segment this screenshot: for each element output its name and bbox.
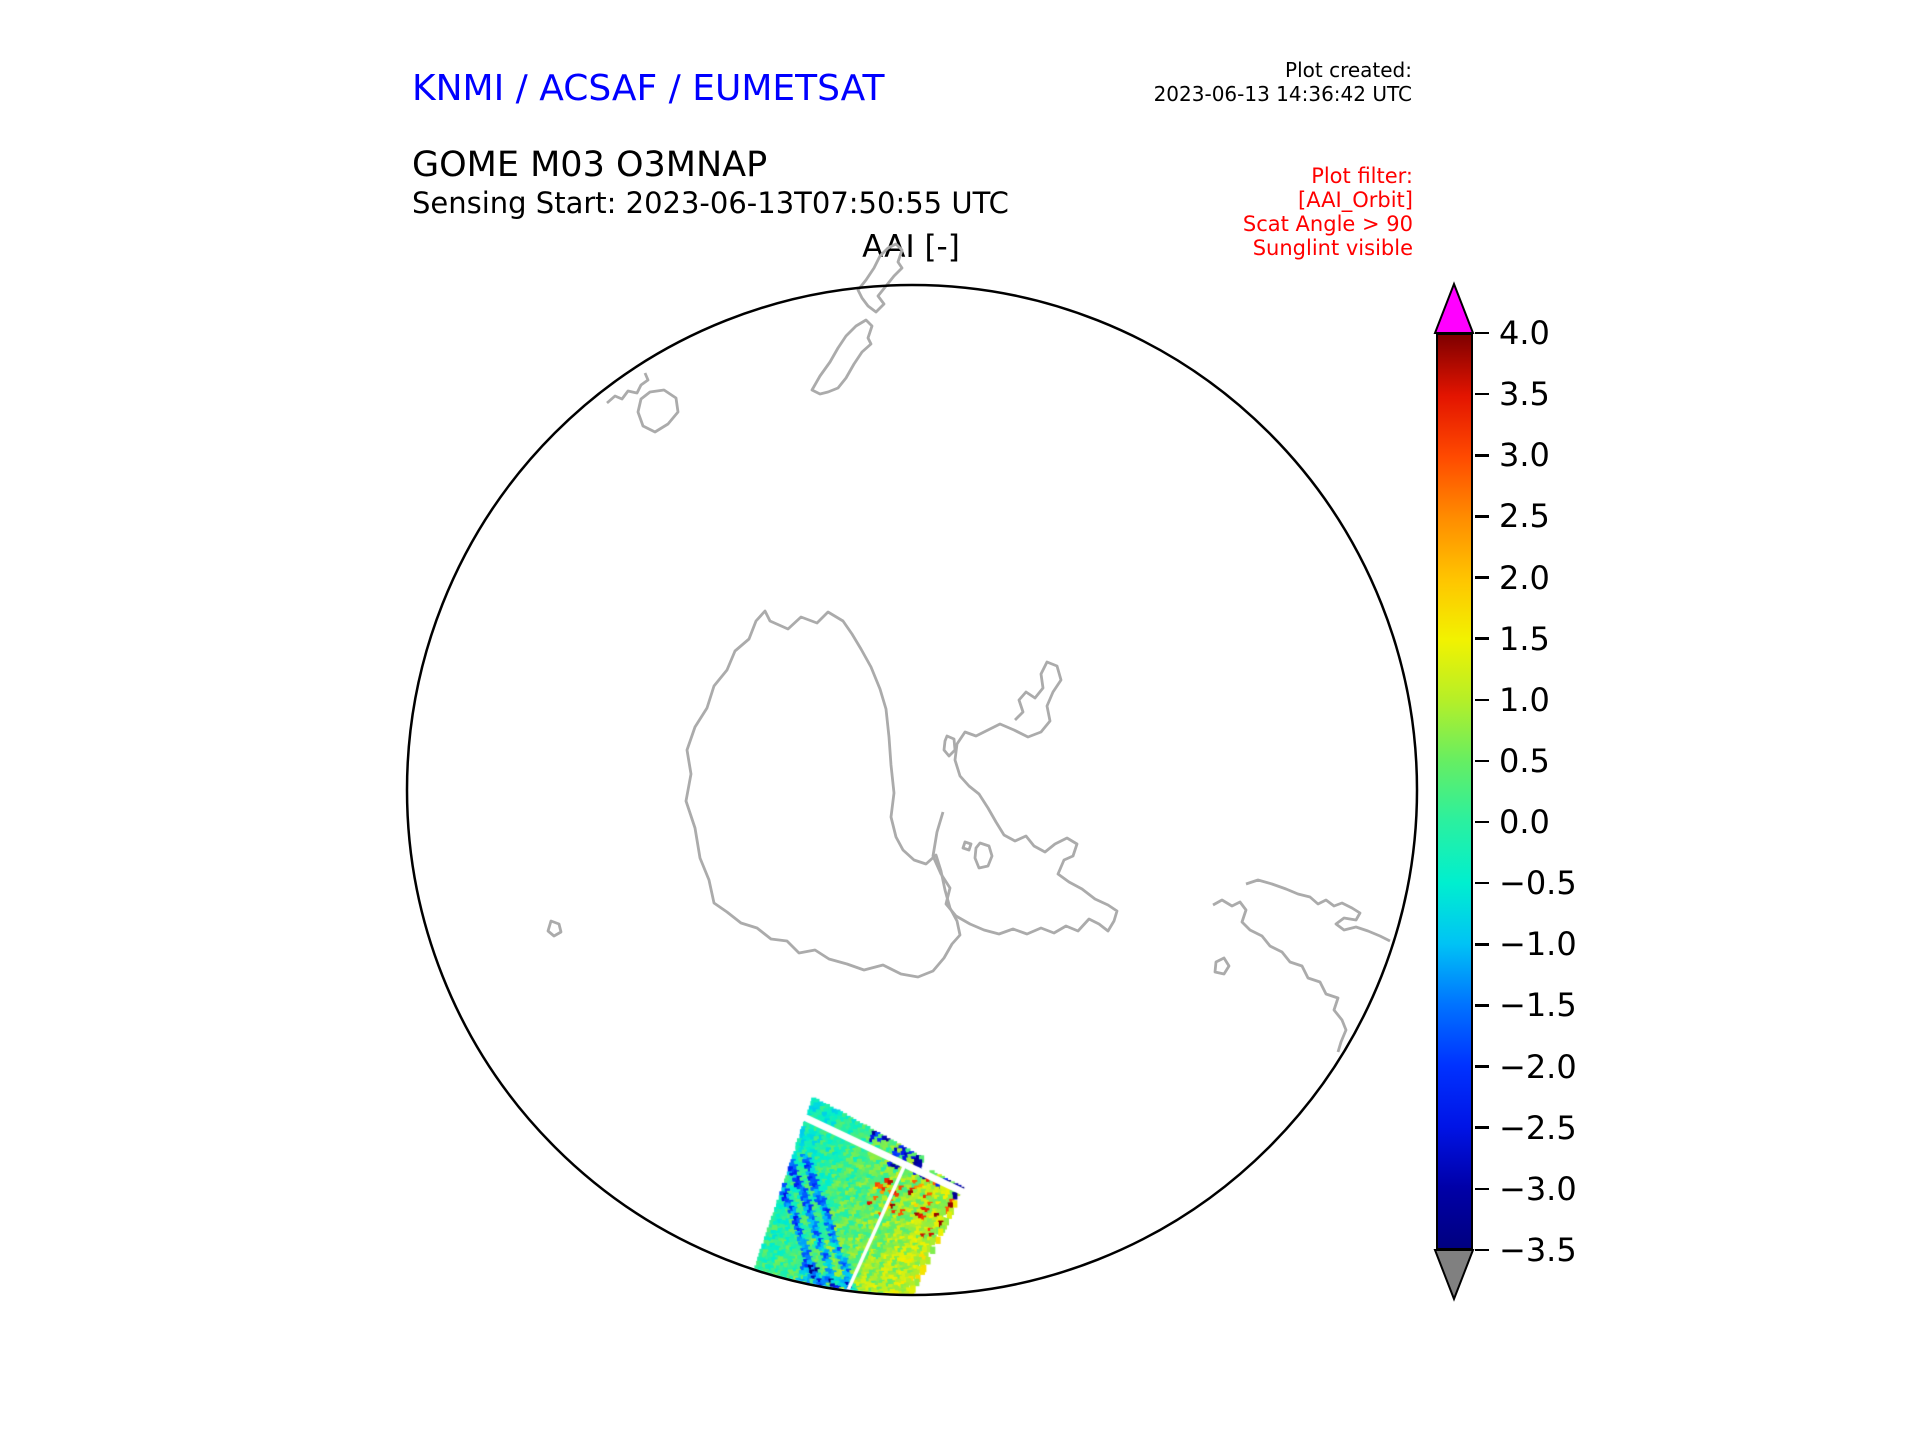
- plot-filter-block: Plot filter: [AAI_Orbit] Scat Angle > 90…: [1243, 164, 1413, 260]
- plot-filter-line: Plot filter:: [1311, 164, 1413, 188]
- data-swath-canvas: [380, 260, 1480, 1340]
- colorbar-tick-label: −2.0: [1499, 1047, 1577, 1086]
- colorbar-tick-label: 0.5: [1499, 741, 1550, 780]
- colorbar-tick-label: −3.0: [1499, 1169, 1577, 1208]
- colorbar-tick-label: 1.0: [1499, 680, 1550, 719]
- colorbar-tick-label: −0.5: [1499, 864, 1577, 903]
- institute-title: KNMI / ACSAF / EUMETSAT: [412, 68, 885, 109]
- plot-filter-line: [AAI_Orbit]: [1298, 188, 1413, 212]
- colorbar-tick-label: −3.5: [1499, 1231, 1577, 1269]
- colorbar-tick-label: 3.0: [1499, 436, 1550, 475]
- colorbar-tick-label: −2.5: [1499, 1108, 1577, 1147]
- colorbar-tick-label: 1.5: [1499, 619, 1550, 658]
- colorbar-tick-label: 2.0: [1499, 558, 1550, 597]
- plot-created-block: Plot created: 2023-06-13 14:36:42 UTC: [1154, 58, 1412, 106]
- colorbar-tick-label: −1.5: [1499, 986, 1577, 1025]
- plot-filter-line: Scat Angle > 90: [1242, 212, 1413, 236]
- colorbar-tick-label: 2.5: [1499, 497, 1550, 536]
- colorbar-tick-label: −1.0: [1499, 925, 1577, 964]
- sensing-start-label: Sensing Start: 2023-06-13T07:50:55 UTC: [412, 186, 1009, 220]
- plot-filter-line: Sunglint visible: [1252, 236, 1413, 260]
- product-title: GOME M03 O3MNAP: [412, 145, 768, 185]
- colorbar-tick-label: 3.5: [1499, 375, 1550, 414]
- plot-created-timestamp: 2023-06-13 14:36:42 UTC: [1153, 82, 1412, 106]
- colorbar-tick-label: 4.0: [1499, 314, 1550, 352]
- plot-created-label: Plot created:: [1285, 58, 1412, 82]
- colorbar-tick-label: 0.0: [1499, 803, 1550, 842]
